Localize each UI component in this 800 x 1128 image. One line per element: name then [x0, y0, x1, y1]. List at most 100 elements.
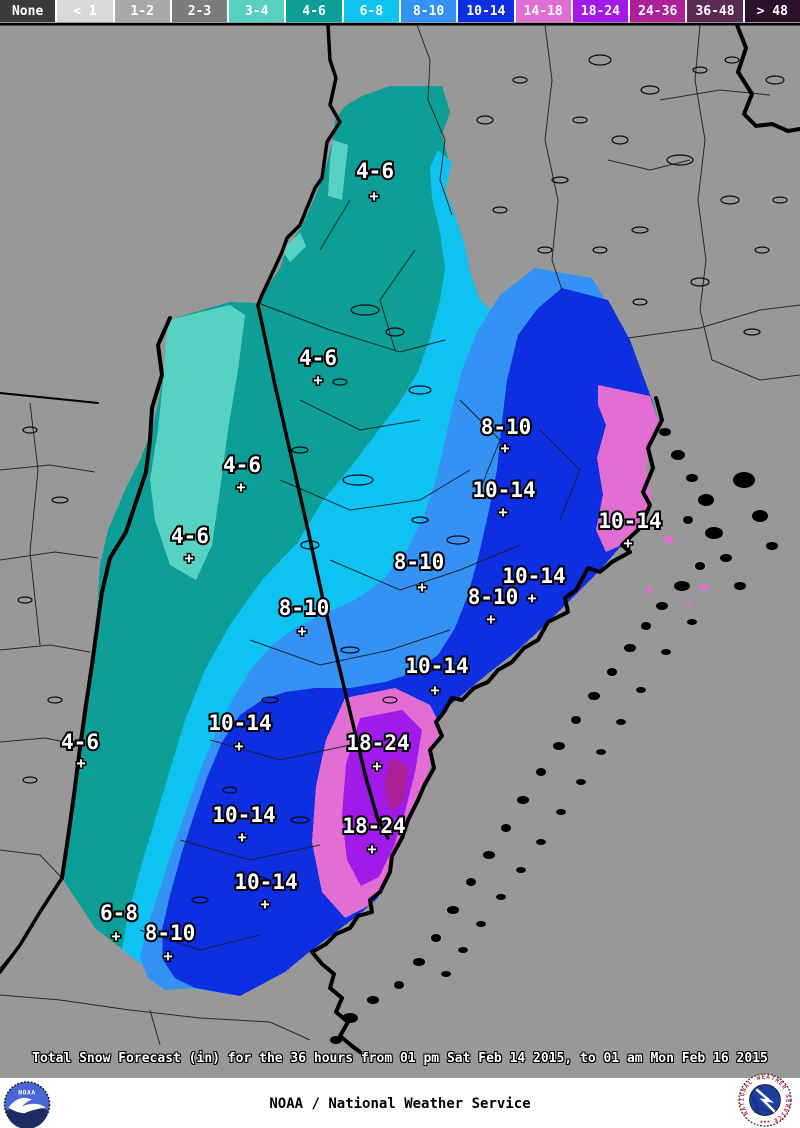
point-marker: +	[623, 534, 632, 552]
island-icon	[556, 809, 566, 815]
legend-cell-12: 1-2	[114, 0, 170, 22]
lake-icon	[191, 896, 209, 904]
point-marker: +	[500, 439, 509, 457]
lake-icon	[611, 135, 629, 145]
island-icon	[501, 824, 511, 832]
lake-icon	[252, 876, 268, 884]
legend-cell-label: 6-8	[359, 3, 384, 19]
legend-cell-1014: 10-14	[458, 0, 514, 22]
lake-icon	[342, 474, 374, 486]
island-icon	[596, 749, 606, 755]
island-icon	[636, 687, 646, 693]
lake-icon	[51, 496, 69, 504]
island-icon	[695, 562, 705, 570]
lake-icon	[512, 76, 528, 84]
island-icon	[576, 779, 586, 785]
legend-cell-1: < 1	[57, 0, 113, 22]
island-icon	[441, 971, 451, 977]
point-marker: +	[237, 828, 246, 846]
island-icon	[536, 768, 546, 776]
snow-amount-label: 4-6	[61, 730, 99, 754]
lake-icon	[382, 696, 398, 704]
legend-cell-2436: 24-36	[630, 0, 686, 22]
island-icon	[720, 554, 732, 562]
lake-icon	[411, 516, 429, 524]
lake-icon	[724, 56, 740, 64]
island-icon	[413, 958, 425, 966]
island-icon	[553, 742, 565, 750]
legend-cell-label: 1-2	[130, 3, 154, 19]
island-icon	[516, 867, 526, 873]
state-borders	[0, 23, 800, 974]
lake-icon	[332, 378, 348, 386]
island-icon	[431, 934, 441, 942]
nws-stars: ★★★	[760, 1119, 771, 1125]
lake-icon	[47, 696, 63, 704]
nws-bird-icon	[755, 1088, 776, 1113]
point-marker: +	[372, 757, 381, 775]
island-icon	[659, 428, 671, 436]
lake-icon	[22, 776, 38, 784]
island-icon	[517, 796, 529, 804]
lake-icon	[385, 327, 405, 337]
snow-amount-label: 4-6	[171, 524, 209, 548]
noaa-logo: NOAA	[3, 1081, 51, 1128]
island-icon	[466, 878, 476, 886]
point-marker: +	[369, 187, 378, 205]
point-marker: +	[313, 371, 322, 389]
legend-cell-810: 8-10	[400, 0, 457, 22]
snow-amount-label: 10-14	[212, 803, 275, 827]
point-marker: +	[417, 578, 426, 596]
legend-cell-label: 8-10	[412, 3, 445, 19]
point-marker: +	[367, 840, 376, 858]
lake-icon	[772, 196, 788, 204]
lake-icon	[22, 426, 38, 434]
point-marker: +	[498, 503, 507, 521]
island-icon	[483, 851, 495, 859]
island-icon	[367, 996, 379, 1004]
snow-amount-label: 18-24	[346, 731, 409, 755]
island-icon	[330, 1036, 342, 1044]
legend-cell-1418: 14-18	[515, 0, 571, 22]
legend-cell-46: 4-6	[286, 0, 342, 22]
island-icon	[686, 474, 698, 482]
point-marker: +	[297, 622, 306, 640]
nws-logo: NATIONAL WEATHER SERVICE ★★★	[738, 1073, 792, 1127]
snow-amount-label: 6-8	[100, 901, 138, 925]
island-icon	[616, 719, 626, 725]
point-marker: +	[236, 478, 245, 496]
lake-icon	[340, 646, 360, 654]
lake-icon	[350, 304, 380, 316]
point-marker: +	[163, 947, 172, 965]
island-icon	[698, 494, 714, 506]
island-icon	[342, 1013, 358, 1023]
point-marker: +	[111, 927, 120, 945]
lake-icon	[476, 115, 494, 125]
lake-icon	[408, 385, 432, 395]
snow-amount-label: 10-14	[405, 654, 468, 678]
lake-icon	[692, 66, 708, 74]
lake-icon	[17, 596, 33, 604]
lake-icon	[754, 246, 770, 254]
island-icon	[458, 947, 468, 953]
island-icon	[734, 582, 746, 590]
legend-cell-label: > 48	[756, 3, 788, 19]
legend-cell-label: 24-36	[638, 3, 678, 19]
legend-cell-label: 2-3	[187, 3, 212, 19]
island-icon	[476, 921, 486, 927]
legend-cell-48: > 48	[744, 0, 800, 22]
point-marker: +	[184, 549, 193, 567]
island-icon	[607, 668, 617, 676]
map-caption: Total Snow Forecast (in) for the 36 hour…	[32, 1051, 768, 1066]
island-icon	[752, 510, 768, 522]
legend-cell-1824: 18-24	[572, 0, 629, 22]
lake-icon	[572, 116, 588, 124]
island-icon	[641, 622, 651, 630]
legend-cell-label: 14-18	[523, 3, 563, 19]
island-icon	[588, 692, 600, 700]
point-marker: +	[76, 754, 85, 772]
lake-icon	[291, 446, 309, 454]
lake-icon	[551, 176, 569, 184]
agency-title: NOAA / National Weather Service	[269, 1096, 531, 1112]
snowfall-legend-bar: None < 1 1-2 2-3 3-4 4-6 6-8 8-10 10-14 14-18 18-2…	[0, 0, 800, 22]
